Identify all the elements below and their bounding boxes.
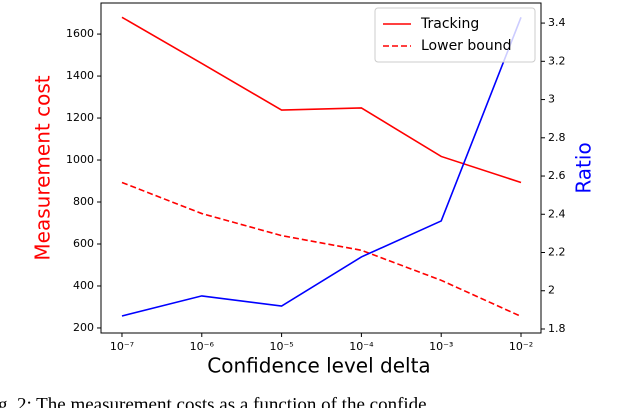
x-tick-label: 10⁻⁵	[269, 340, 293, 353]
y-tick-label: 200	[73, 321, 94, 334]
y2-tick-label: 3.4	[548, 16, 566, 29]
x-tick-label: 10⁻⁶	[190, 340, 215, 353]
series-line	[121, 17, 522, 317]
caption: g. 2: The measurement costs as a functio…	[0, 394, 427, 408]
y2-tick-label: 2.6	[548, 169, 566, 182]
x-tick-label: 10⁻⁴	[349, 340, 374, 353]
y2-tick-label: 2.2	[548, 246, 566, 259]
x-tick-label: 10⁻²	[509, 340, 533, 353]
y-tick-label: 800	[73, 195, 94, 208]
y2-axis-label: Ratio	[572, 142, 596, 193]
legend-label: Tracking	[420, 16, 479, 32]
y2-tick-label: 3	[548, 93, 555, 106]
y-tick-label: 1400	[66, 69, 94, 82]
plot-frame	[100, 2, 542, 334]
y-tick-label: 1600	[66, 27, 94, 40]
y-tick-label: 1200	[66, 111, 94, 124]
y2-tick-label: 2.8	[548, 131, 566, 144]
y2-tick-label: 1.8	[548, 322, 566, 335]
y2-tick-label: 2.4	[548, 207, 566, 220]
y-tick-label: 1000	[66, 153, 94, 166]
x-tick-label: 10⁻³	[429, 340, 453, 353]
legend-label: Lower bound	[421, 38, 511, 54]
y2-tick-label: 2	[548, 284, 555, 297]
x-axis-label: Confidence level delta	[207, 354, 430, 378]
series-line	[121, 16, 522, 184]
legend-box	[374, 7, 536, 63]
series-line	[121, 181, 522, 318]
y2-tick-label: 3.2	[548, 54, 566, 67]
x-tick-label: 10⁻⁷	[110, 340, 134, 353]
y-tick-label: 600	[73, 237, 94, 250]
y-axis-label: Measurement cost	[31, 75, 55, 260]
y-tick-label: 400	[73, 279, 94, 292]
